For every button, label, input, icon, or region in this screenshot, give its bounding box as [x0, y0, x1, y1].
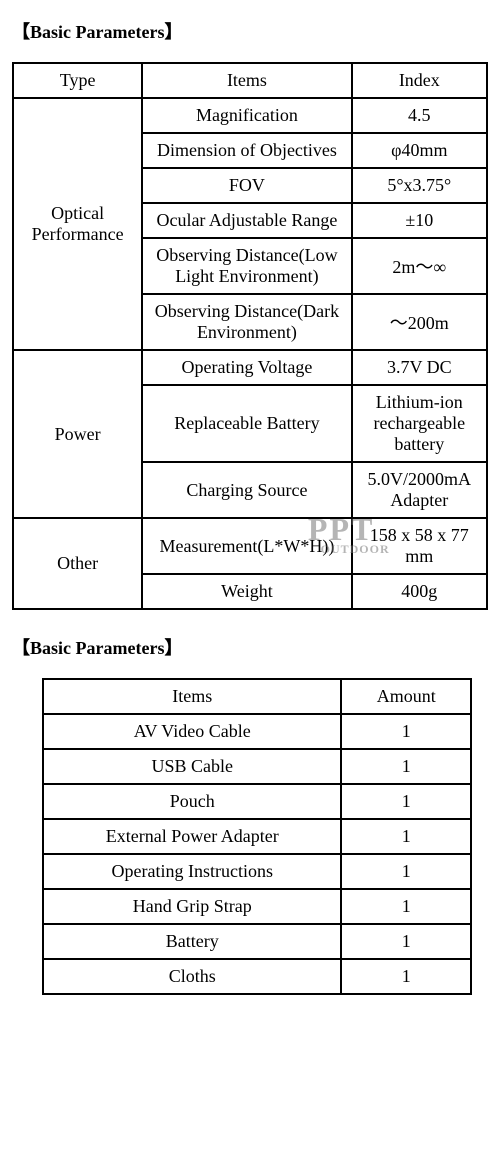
cell-index: 400g [352, 574, 487, 609]
header-index: Index [352, 63, 487, 98]
cell-item: Charging Source [142, 462, 351, 518]
cell-index: φ40mm [352, 133, 487, 168]
table-header-row: Items Amount [43, 679, 471, 714]
cell-item: Observing Distance(Dark Environment) [142, 294, 351, 350]
cell-item: Operating Instructions [43, 854, 341, 889]
parameters-table: Type Items Index Optical Performance Mag… [12, 62, 488, 610]
table-row: Cloths 1 [43, 959, 471, 994]
cell-index: 2m～∞ [352, 238, 487, 294]
table-row: Other Measurement(L*W*H)) 158 x 58 x 77 … [13, 518, 487, 574]
table-header-row: Type Items Index [13, 63, 487, 98]
table-row: Operating Instructions 1 [43, 854, 471, 889]
cell-item: AV Video Cable [43, 714, 341, 749]
table-row: Battery 1 [43, 924, 471, 959]
table-row: USB Cable 1 [43, 749, 471, 784]
section1-title: 【Basic Parameters】 [12, 18, 488, 44]
cell-amount: 1 [341, 924, 471, 959]
cell-item: Measurement(L*W*H)) [142, 518, 351, 574]
cell-amount: 1 [341, 854, 471, 889]
cell-item: Magnification [142, 98, 351, 133]
cell-amount: 1 [341, 819, 471, 854]
table-row: Optical Performance Magnification 4.5 [13, 98, 487, 133]
cell-index: 5.0V/2000mA Adapter [352, 462, 487, 518]
group-other: Other [13, 518, 142, 609]
cell-index: 5°x3.75° [352, 168, 487, 203]
cell-item: Operating Voltage [142, 350, 351, 385]
cell-item: Weight [142, 574, 351, 609]
header-type: Type [13, 63, 142, 98]
table-row: Power Operating Voltage 3.7V DC [13, 350, 487, 385]
group-power: Power [13, 350, 142, 518]
group-optical: Optical Performance [13, 98, 142, 350]
cell-item: Replaceable Battery [142, 385, 351, 462]
cell-index-text: 158 x 58 x 77 mm [370, 525, 469, 566]
header-amount: Amount [341, 679, 471, 714]
table-row: External Power Adapter 1 [43, 819, 471, 854]
cell-index: Lithium-ion rechargeable battery [352, 385, 487, 462]
cell-amount: 1 [341, 784, 471, 819]
cell-index: 4.5 [352, 98, 487, 133]
cell-amount: 1 [341, 714, 471, 749]
cell-item: USB Cable [43, 749, 341, 784]
cell-index: 158 x 58 x 77 mm PPT OUTDOOR [352, 518, 487, 574]
cell-item: Cloths [43, 959, 341, 994]
table-row: Pouch 1 [43, 784, 471, 819]
header-items: Items [142, 63, 351, 98]
cell-amount: 1 [341, 959, 471, 994]
cell-item: Hand Grip Strap [43, 889, 341, 924]
cell-item: Observing Distance(Low Light Environment… [142, 238, 351, 294]
cell-index: ±10 [352, 203, 487, 238]
cell-item: Ocular Adjustable Range [142, 203, 351, 238]
header-items: Items [43, 679, 341, 714]
cell-item: FOV [142, 168, 351, 203]
cell-amount: 1 [341, 749, 471, 784]
cell-item: External Power Adapter [43, 819, 341, 854]
section2-title: 【Basic Parameters】 [12, 634, 488, 660]
cell-index: 3.7V DC [352, 350, 487, 385]
accessories-table: Items Amount AV Video Cable 1 USB Cable … [42, 678, 472, 995]
cell-item: Battery [43, 924, 341, 959]
table-row: AV Video Cable 1 [43, 714, 471, 749]
cell-index: ～200m [352, 294, 487, 350]
table-row: Hand Grip Strap 1 [43, 889, 471, 924]
cell-amount: 1 [341, 889, 471, 924]
cell-item: Dimension of Objectives [142, 133, 351, 168]
cell-item: Pouch [43, 784, 341, 819]
